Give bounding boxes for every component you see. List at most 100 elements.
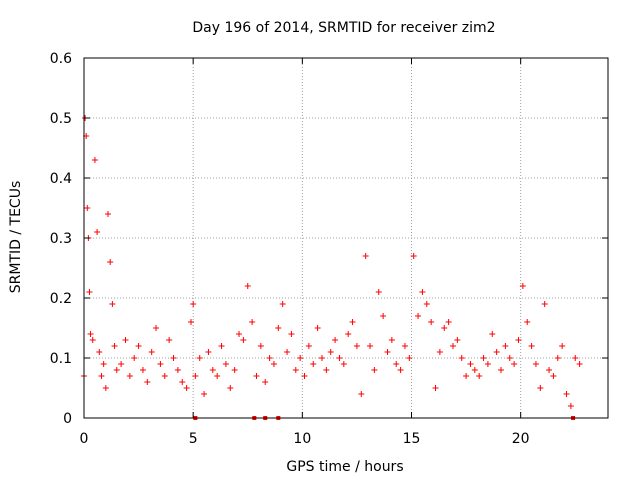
data-point (214, 373, 221, 379)
data-point (410, 253, 417, 259)
data-point (153, 325, 160, 331)
y-tick-label: 0 (63, 411, 72, 427)
data-point (275, 325, 282, 331)
data-point (428, 319, 435, 325)
data-point (318, 355, 325, 361)
data-point (336, 355, 343, 361)
data-point (489, 331, 496, 337)
data-point (340, 361, 347, 367)
data-point (323, 367, 330, 373)
data-point (432, 385, 439, 391)
data-point (196, 355, 203, 361)
data-point (458, 355, 465, 361)
data-point (84, 205, 91, 211)
data-point (284, 349, 291, 355)
data-point (388, 337, 395, 343)
data-point (572, 355, 579, 361)
data-point (401, 343, 408, 349)
data-point (515, 337, 522, 343)
data-point (397, 367, 404, 373)
data-point (227, 385, 234, 391)
x-tick-label: 15 (403, 431, 421, 447)
x-tick-label: 10 (293, 431, 311, 447)
x-axis-label: GPS time / hours (286, 459, 403, 475)
data-point (122, 337, 129, 343)
data-point (310, 361, 317, 367)
y-tick-label: 0.4 (50, 171, 72, 187)
data-point (257, 343, 264, 349)
data-point (537, 385, 544, 391)
data-point (148, 349, 155, 355)
data-point (201, 391, 208, 397)
data-point (161, 373, 168, 379)
data-point (441, 325, 448, 331)
data-point (288, 331, 295, 337)
data-point (358, 391, 365, 397)
data-point (190, 301, 197, 307)
y-tick-label: 0.3 (50, 231, 72, 247)
data-point (87, 331, 94, 337)
data-point (332, 337, 339, 343)
data-point (506, 355, 513, 361)
data-point (349, 319, 356, 325)
data-point (266, 355, 273, 361)
data-point (86, 289, 93, 295)
data-point (471, 367, 478, 373)
data-point (511, 361, 518, 367)
data-point (541, 301, 548, 307)
data-point (94, 229, 101, 235)
data-point (102, 385, 109, 391)
data-point (524, 319, 531, 325)
y-tick-label: 0.6 (50, 51, 72, 67)
data-point (253, 373, 260, 379)
data-point (384, 349, 391, 355)
data-point (419, 289, 426, 295)
data-point (236, 331, 243, 337)
data-point (301, 373, 308, 379)
data-point (463, 373, 470, 379)
data-point (111, 343, 118, 349)
data-point (498, 367, 505, 373)
y-axis-label: SRMTID / TECUs (8, 181, 24, 294)
data-point (205, 349, 212, 355)
data-point (166, 337, 173, 343)
x-tick-label: 5 (189, 431, 198, 447)
data-point (126, 373, 133, 379)
data-point (327, 349, 334, 355)
data-point (476, 373, 483, 379)
data-point (249, 319, 256, 325)
data-point (380, 313, 387, 319)
y-tick-label: 0.1 (50, 351, 72, 367)
data-point (113, 367, 120, 373)
data-point (563, 391, 570, 397)
data-point (532, 361, 539, 367)
data-point (297, 355, 304, 361)
data-point (107, 259, 114, 265)
data-point (209, 367, 216, 373)
data-point (170, 355, 177, 361)
data-point (157, 361, 164, 367)
data-point (192, 373, 199, 379)
data-point (105, 211, 112, 217)
data-point (292, 367, 299, 373)
data-point (484, 361, 491, 367)
data-point (546, 367, 553, 373)
data-point (91, 157, 98, 163)
data-point (367, 343, 374, 349)
data-point (528, 343, 535, 349)
data-point (262, 379, 269, 385)
axis-ticks: 0 0.1 0.2 0.3 0.4 0.5 0.6 0 5 10 15 20 (50, 51, 608, 447)
data-point (100, 361, 107, 367)
data-point (135, 343, 142, 349)
data-point (480, 355, 487, 361)
data-point (493, 349, 500, 355)
data-point (89, 337, 96, 343)
y-tick-label: 0.2 (50, 291, 72, 307)
data-point (467, 361, 474, 367)
data-point (567, 403, 574, 409)
data-point (550, 373, 557, 379)
data-point (218, 343, 225, 349)
data-point (423, 301, 430, 307)
data-point (406, 355, 413, 361)
data-point (345, 331, 352, 337)
